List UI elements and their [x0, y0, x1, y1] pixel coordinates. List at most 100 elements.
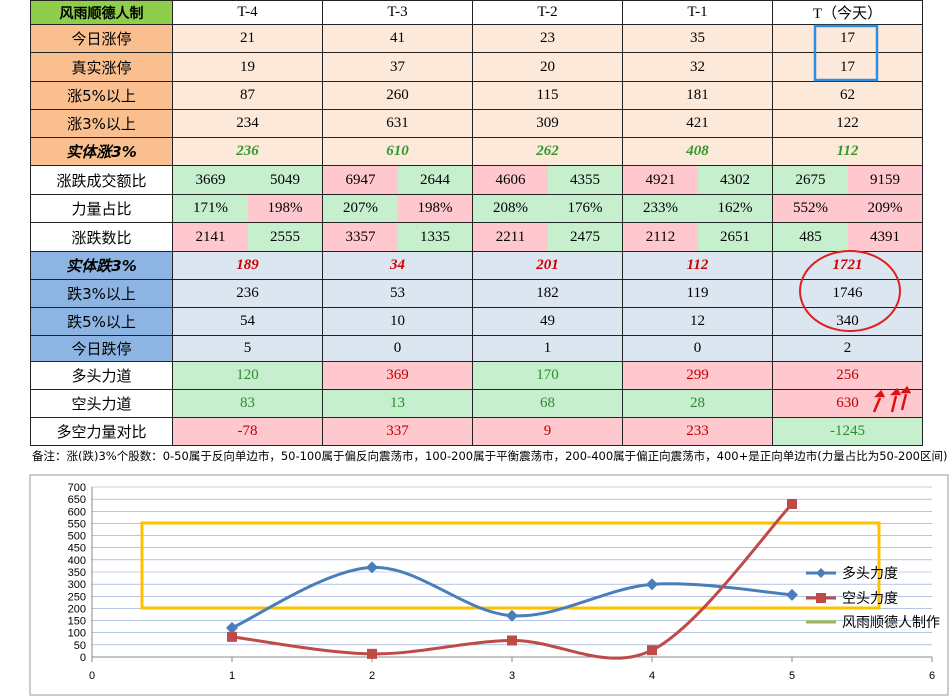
y-tick-label: 300 [68, 579, 86, 591]
value-cell: 20 [473, 53, 623, 82]
y-tick-label: 350 [68, 567, 86, 579]
value-cell: 182 [473, 280, 623, 308]
value-cell: 34 [323, 252, 473, 280]
row-label: 真实涨停 [30, 53, 173, 82]
x-tick-label: 1 [229, 670, 235, 682]
marker [786, 588, 798, 601]
value-cell: 17 [773, 25, 923, 53]
row-label: 实体跌3% [30, 252, 173, 280]
value-cell: 189 [173, 252, 323, 280]
split-cell: 233% [623, 195, 698, 223]
marker [507, 635, 517, 646]
row-label: 涨跌成交额比 [30, 166, 173, 195]
y-tick-label: 700 [68, 482, 86, 494]
value-cell: 1721 [773, 252, 923, 280]
marker [647, 645, 657, 656]
row-label: 多空力量对比 [30, 418, 173, 446]
value-cell: 112 [623, 252, 773, 280]
value-cell: 236 [173, 280, 323, 308]
legend-label: 风雨顺德人制作 [842, 614, 940, 630]
marker [646, 578, 658, 591]
row-label: 空头力道 [30, 390, 173, 418]
value-cell: 35 [623, 25, 773, 53]
chart-frame [29, 474, 949, 696]
split-cell: 4921 [623, 166, 698, 195]
split-cell: 209% [848, 195, 923, 223]
split-cell: 2555 [248, 223, 323, 252]
x-tick-label: 0 [89, 670, 95, 682]
value-cell: 262 [473, 138, 623, 166]
y-tick-label: 500 [68, 531, 86, 543]
split-cell: 3357 [323, 223, 398, 252]
highlight-box [140, 521, 881, 610]
value-cell: 408 [623, 138, 773, 166]
chart: 0501001502002503003504004505005506006507… [29, 474, 949, 696]
y-tick-label: 0 [80, 652, 86, 664]
x-tick-label: 6 [929, 670, 935, 682]
split-cell: 198% [248, 195, 323, 223]
y-tick-label: 200 [68, 603, 86, 615]
legend-marker [816, 593, 826, 603]
y-tick-label: 600 [68, 506, 86, 518]
row-label: 涨跌数比 [30, 223, 173, 252]
value-cell: 49 [473, 308, 623, 336]
value-cell: 421 [623, 110, 773, 138]
header-cell: T-3 [323, 0, 473, 25]
value-cell: 53 [323, 280, 473, 308]
split-cell: 198% [398, 195, 473, 223]
row-label: 多头力道 [30, 362, 173, 390]
split-cell: 9159 [848, 166, 923, 195]
split-cell: 2475 [548, 223, 623, 252]
marker [787, 499, 797, 509]
value-cell: 5 [173, 336, 323, 362]
value-cell: 37 [323, 53, 473, 82]
split-cell: 5049 [248, 166, 323, 195]
legend-label: 空头力度 [842, 590, 898, 606]
value-cell: 32 [623, 53, 773, 82]
value-cell: 12 [623, 308, 773, 336]
y-tick-label: 100 [68, 628, 86, 640]
x-tick-label: 4 [649, 670, 655, 682]
legend-marker [816, 568, 826, 578]
value-cell: 337 [323, 418, 473, 446]
value-cell: 201 [473, 252, 623, 280]
value-cell: 119 [623, 280, 773, 308]
value-cell: 21 [173, 25, 323, 53]
header-cell: T-4 [173, 0, 323, 25]
value-cell: 122 [773, 110, 923, 138]
value-cell: 68 [473, 390, 623, 418]
split-cell: 2651 [698, 223, 773, 252]
split-cell: 2675 [773, 166, 848, 195]
value-cell: 340 [773, 308, 923, 336]
marker [506, 609, 518, 622]
y-tick-label: 50 [74, 640, 86, 652]
marker [366, 561, 378, 574]
split-cell: 2644 [398, 166, 473, 195]
split-cell: 171% [173, 195, 248, 223]
row-label: 跌3%以上 [30, 280, 173, 308]
split-cell: 207% [323, 195, 398, 223]
value-cell: 120 [173, 362, 323, 390]
split-cell: 6947 [323, 166, 398, 195]
row-label: 今日跌停 [30, 336, 173, 362]
value-cell: 112 [773, 138, 923, 166]
value-cell: 236 [173, 138, 323, 166]
value-cell: 233 [623, 418, 773, 446]
y-tick-label: 150 [68, 616, 86, 628]
value-cell: 1 [473, 336, 623, 362]
value-cell: 256 [773, 362, 923, 390]
value-cell: 13 [323, 390, 473, 418]
value-cell: -1245 [773, 418, 923, 446]
value-cell: 610 [323, 138, 473, 166]
split-cell: 208% [473, 195, 548, 223]
value-cell: 62 [773, 82, 923, 110]
split-cell: 4302 [698, 166, 773, 195]
value-cell: 9 [473, 418, 623, 446]
row-label: 实体涨3% [30, 138, 173, 166]
y-tick-label: 250 [68, 591, 86, 603]
row-label: 涨3%以上 [30, 110, 173, 138]
header-cell: T-2 [473, 0, 623, 25]
value-cell: 0 [623, 336, 773, 362]
value-cell: 41 [323, 25, 473, 53]
